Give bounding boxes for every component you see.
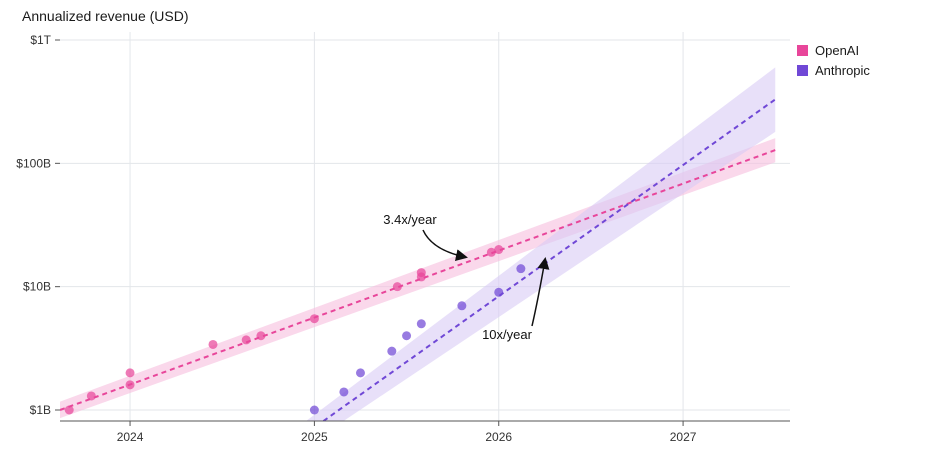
y-tick-label: $1B bbox=[30, 403, 51, 417]
point-anthropic[interactable] bbox=[309, 405, 319, 415]
point-openai[interactable] bbox=[416, 268, 426, 278]
point-anthropic[interactable] bbox=[339, 387, 349, 397]
band-anthropic bbox=[306, 67, 776, 421]
point-anthropic[interactable] bbox=[494, 287, 504, 297]
annotation-arrow-openai bbox=[422, 229, 468, 261]
annotations: 3.4x/year 10x/year bbox=[383, 212, 550, 342]
trendline-anthropic bbox=[321, 98, 776, 421]
point-openai[interactable] bbox=[64, 405, 74, 415]
legend-label-openai: OpenAI bbox=[815, 42, 860, 58]
point-anthropic[interactable] bbox=[416, 319, 426, 329]
point-openai[interactable] bbox=[241, 335, 251, 345]
data-points bbox=[64, 245, 526, 415]
point-openai[interactable] bbox=[125, 380, 135, 390]
y-tick-label: $1T bbox=[30, 33, 51, 47]
point-openai[interactable] bbox=[208, 339, 218, 349]
point-openai[interactable] bbox=[125, 368, 135, 378]
y-tick-label: $100B bbox=[16, 156, 51, 170]
legend-swatch-openai bbox=[797, 44, 808, 56]
point-openai[interactable] bbox=[86, 391, 96, 401]
y-tick-label: $10B bbox=[23, 280, 51, 294]
annotation-anthropic-growth: 10x/year bbox=[482, 327, 533, 342]
point-openai[interactable] bbox=[392, 282, 402, 292]
axes: 2024 2025 2026 2027 $1B $10B $100B $1T bbox=[16, 33, 790, 444]
x-tick-label-2027: 2027 bbox=[670, 430, 697, 444]
point-anthropic[interactable] bbox=[387, 346, 397, 356]
trendline-openai bbox=[60, 149, 776, 411]
legend-label-anthropic: Anthropic bbox=[815, 62, 870, 78]
point-openai[interactable] bbox=[256, 331, 266, 341]
point-anthropic[interactable] bbox=[457, 301, 467, 311]
annotation-openai-growth: 3.4x/year bbox=[383, 212, 437, 227]
point-openai[interactable] bbox=[494, 245, 504, 255]
legend-item-openai[interactable]: OpenAI bbox=[797, 40, 870, 60]
legend: OpenAI Anthropic bbox=[797, 40, 870, 80]
point-anthropic[interactable] bbox=[402, 331, 412, 341]
point-anthropic[interactable] bbox=[516, 264, 526, 274]
annotation-arrow-anthropic bbox=[531, 257, 550, 327]
y-axis-title: Annualized revenue (USD) bbox=[22, 8, 189, 24]
legend-item-anthropic[interactable]: Anthropic bbox=[797, 60, 870, 80]
x-tick-label-2024: 2024 bbox=[117, 430, 144, 444]
point-openai[interactable] bbox=[486, 247, 496, 257]
point-openai[interactable] bbox=[309, 314, 319, 324]
legend-swatch-anthropic bbox=[797, 64, 808, 76]
x-tick-label-2025: 2025 bbox=[301, 430, 328, 444]
confidence-bands bbox=[60, 67, 776, 421]
point-anthropic[interactable] bbox=[355, 368, 365, 378]
x-tick-label-2026: 2026 bbox=[485, 430, 512, 444]
trend-lines bbox=[60, 98, 776, 421]
